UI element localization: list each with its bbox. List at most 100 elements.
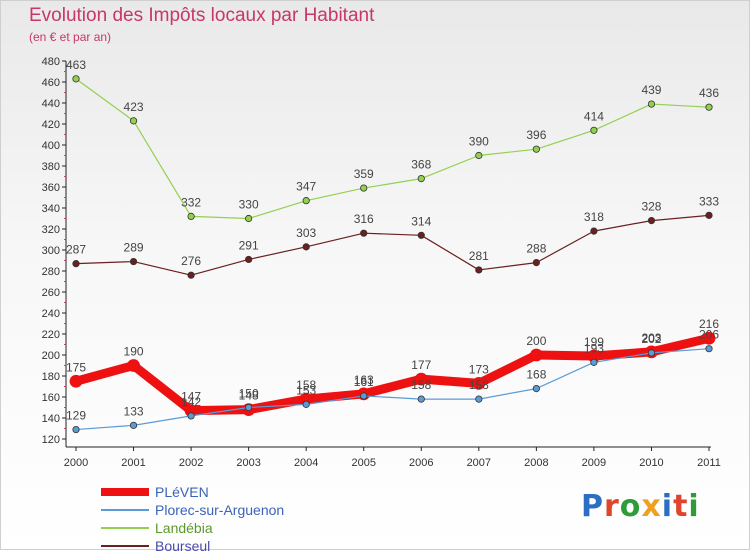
y-tick-label: 360 <box>42 182 60 194</box>
data-label: 330 <box>239 198 259 212</box>
data-label: 158 <box>411 378 431 392</box>
y-tick-label: 320 <box>42 224 60 236</box>
data-point <box>705 345 713 353</box>
data-label: 281 <box>469 249 489 263</box>
legend-swatch <box>101 488 149 496</box>
x-tick-label: 2002 <box>179 457 203 469</box>
series-line-Landébia <box>75 78 710 220</box>
data-label: 414 <box>584 109 604 123</box>
logo-letter: i <box>688 489 700 524</box>
data-label: 147 <box>181 390 201 404</box>
data-label: 153 <box>296 383 316 397</box>
x-tick-label: 2000 <box>64 457 88 469</box>
y-tick-label: 160 <box>42 392 60 404</box>
data-point <box>360 229 368 237</box>
y-tick-label: 380 <box>42 161 60 173</box>
data-point <box>417 231 425 239</box>
data-label: 142 <box>181 395 201 409</box>
x-tick-label: 2003 <box>236 457 260 469</box>
data-label: 276 <box>181 254 201 268</box>
y-tick-label: 420 <box>42 119 60 131</box>
data-point <box>532 258 540 267</box>
legend-swatch <box>101 509 149 511</box>
data-point <box>590 126 598 134</box>
y-tick-label: 220 <box>42 329 60 341</box>
data-point <box>129 117 138 125</box>
data-point <box>590 227 598 235</box>
data-point <box>129 421 138 429</box>
data-point <box>72 425 80 434</box>
data-point <box>532 145 540 153</box>
data-label: 206 <box>699 328 719 342</box>
legend-label: Bourseul <box>155 538 211 554</box>
x-tick-label: 2011 <box>697 457 721 469</box>
data-label: 163 <box>354 373 374 387</box>
logo-letter: x <box>641 489 662 524</box>
series-line-Plorec-sur-Arguenon <box>75 348 710 431</box>
data-label: 333 <box>699 194 719 208</box>
legend-swatch <box>101 545 149 547</box>
y-tick-label: 240 <box>42 308 60 320</box>
data-label: 328 <box>641 200 661 214</box>
data-point <box>702 331 716 345</box>
data-label: 314 <box>411 214 431 228</box>
data-point <box>590 358 598 366</box>
y-tick-label: 340 <box>42 203 60 215</box>
legend-label: Plorec-sur-Arguenon <box>155 502 285 518</box>
x-tick-label: 2001 <box>121 457 145 469</box>
x-tick-label: 2007 <box>467 457 491 469</box>
data-point <box>705 103 713 111</box>
x-tick-label: 2008 <box>524 457 548 469</box>
data-label: 368 <box>411 158 431 172</box>
data-point <box>69 374 83 388</box>
y-tick-label: 140 <box>42 413 60 425</box>
data-label: 158 <box>296 378 316 392</box>
data-label: 423 <box>124 100 144 114</box>
data-label: 359 <box>354 167 374 181</box>
y-tick-label: 200 <box>42 350 60 362</box>
data-label: 150 <box>239 387 259 401</box>
y-tick-label: 400 <box>42 140 60 152</box>
data-point <box>532 384 540 393</box>
data-label: 148 <box>239 389 259 403</box>
data-point <box>529 348 543 362</box>
data-label: 316 <box>354 212 374 226</box>
data-point <box>472 376 486 390</box>
x-tick-label: 2005 <box>351 457 375 469</box>
chart-subtitle: (en € et par an) <box>29 30 112 44</box>
series-line-PLéVEN <box>71 333 714 416</box>
logo-letter: o <box>619 489 642 524</box>
data-point <box>414 372 428 386</box>
data-point <box>245 214 253 223</box>
data-label: 203 <box>641 331 661 345</box>
data-point <box>647 100 656 108</box>
data-label: 318 <box>584 210 604 224</box>
legend-label: PLéVEN <box>155 484 209 500</box>
data-point <box>187 412 195 420</box>
y-tick-label: 260 <box>42 287 60 299</box>
data-point <box>417 175 425 183</box>
data-label: 129 <box>66 409 86 423</box>
data-point <box>360 184 368 192</box>
data-label: 173 <box>469 362 489 376</box>
series-line-Bourseul <box>75 214 710 276</box>
data-point <box>360 392 368 400</box>
data-label: 216 <box>699 317 719 331</box>
data-point <box>245 403 253 412</box>
proxiti-logo: Proxiti <box>581 489 700 524</box>
data-point <box>72 260 80 268</box>
data-label: 396 <box>526 128 546 142</box>
x-tick-label: 2009 <box>582 457 606 469</box>
x-tick-label: 2006 <box>409 457 433 469</box>
data-label: 193 <box>584 341 604 355</box>
data-point <box>417 395 425 403</box>
chart-title: Evolution des Impôts locaux par Habitant <box>29 5 375 26</box>
data-point <box>302 243 310 251</box>
data-label: 190 <box>124 345 144 359</box>
data-label: 168 <box>526 368 546 382</box>
x-tick-label: 2004 <box>294 457 318 469</box>
data-label: 175 <box>66 360 86 374</box>
legend-swatch <box>101 527 149 529</box>
data-point <box>187 271 195 279</box>
